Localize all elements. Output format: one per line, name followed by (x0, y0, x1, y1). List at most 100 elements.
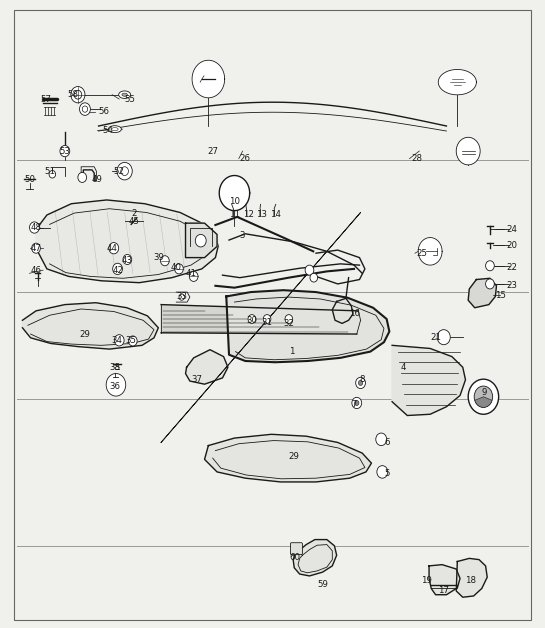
Text: 29: 29 (80, 330, 90, 339)
Ellipse shape (119, 91, 131, 99)
Polygon shape (161, 305, 361, 334)
Text: 43: 43 (122, 256, 133, 265)
Text: 57: 57 (40, 95, 51, 104)
Text: 21: 21 (430, 333, 441, 342)
Circle shape (356, 377, 366, 389)
Text: 6: 6 (384, 438, 390, 447)
Text: 58: 58 (68, 90, 78, 99)
Text: 9: 9 (482, 388, 487, 397)
Text: 54: 54 (103, 126, 114, 135)
Text: 37: 37 (191, 376, 202, 384)
Text: 59: 59 (317, 580, 328, 589)
Text: 60: 60 (290, 553, 301, 561)
Text: 27: 27 (207, 146, 218, 156)
Text: 11: 11 (229, 210, 240, 220)
Circle shape (32, 243, 40, 253)
Circle shape (486, 279, 494, 289)
Text: 18: 18 (465, 576, 476, 585)
Text: 20: 20 (506, 241, 517, 249)
Circle shape (117, 163, 132, 180)
Text: 22: 22 (506, 263, 517, 271)
Circle shape (352, 398, 362, 409)
Text: 42: 42 (112, 266, 123, 274)
Text: 17: 17 (438, 587, 449, 595)
Polygon shape (418, 237, 442, 265)
Text: 46: 46 (31, 266, 41, 274)
Circle shape (60, 146, 70, 157)
Circle shape (310, 273, 318, 282)
Text: 15: 15 (495, 291, 506, 300)
Circle shape (248, 315, 256, 323)
Text: 36: 36 (110, 382, 120, 391)
Text: 16: 16 (349, 310, 360, 318)
Circle shape (74, 90, 82, 99)
Circle shape (129, 336, 137, 346)
Polygon shape (456, 558, 487, 597)
Polygon shape (204, 435, 372, 482)
Circle shape (114, 335, 124, 346)
Circle shape (486, 261, 494, 271)
Circle shape (285, 315, 293, 323)
Text: 34: 34 (111, 337, 122, 345)
Circle shape (80, 103, 90, 116)
Polygon shape (36, 200, 218, 283)
Text: 12: 12 (243, 210, 253, 220)
Circle shape (377, 465, 387, 478)
Text: 55: 55 (125, 95, 136, 104)
Text: 31: 31 (262, 318, 272, 327)
Polygon shape (438, 70, 476, 95)
Text: 19: 19 (421, 576, 432, 585)
Text: 28: 28 (411, 154, 422, 163)
Text: 10: 10 (229, 197, 240, 206)
Text: 25: 25 (416, 249, 427, 257)
Polygon shape (219, 175, 250, 210)
Text: 45: 45 (129, 217, 140, 225)
Text: 14: 14 (270, 210, 281, 220)
Text: 23: 23 (506, 281, 517, 290)
Text: 33: 33 (176, 292, 187, 301)
Text: 24: 24 (506, 225, 517, 234)
Wedge shape (475, 397, 492, 408)
Circle shape (106, 374, 126, 396)
Circle shape (468, 379, 499, 414)
Ellipse shape (122, 93, 128, 96)
Text: 4: 4 (400, 363, 405, 372)
Circle shape (456, 138, 480, 165)
Circle shape (49, 171, 56, 178)
Circle shape (71, 87, 85, 103)
Text: 53: 53 (59, 146, 70, 156)
Text: 38: 38 (110, 363, 120, 372)
Circle shape (195, 234, 206, 247)
Ellipse shape (108, 126, 122, 133)
Circle shape (263, 315, 271, 323)
Polygon shape (192, 60, 225, 98)
Circle shape (174, 264, 183, 274)
Text: 2: 2 (131, 209, 137, 219)
Polygon shape (185, 223, 217, 257)
Text: 35: 35 (126, 337, 137, 345)
Circle shape (179, 294, 184, 300)
Text: 32: 32 (283, 319, 294, 328)
Text: 5: 5 (384, 469, 390, 479)
FancyBboxPatch shape (290, 543, 302, 555)
Circle shape (474, 386, 493, 408)
Circle shape (78, 172, 87, 182)
Text: 39: 39 (153, 253, 164, 262)
Text: 50: 50 (24, 175, 35, 184)
Text: 49: 49 (92, 175, 103, 184)
Circle shape (113, 263, 123, 274)
Polygon shape (429, 565, 460, 595)
Polygon shape (392, 345, 465, 416)
Circle shape (82, 106, 88, 112)
Polygon shape (22, 303, 159, 349)
Circle shape (305, 265, 314, 275)
Circle shape (359, 381, 363, 386)
Circle shape (189, 271, 198, 281)
Text: 8: 8 (360, 376, 365, 384)
Text: 7: 7 (352, 401, 357, 409)
Text: 3: 3 (240, 231, 245, 240)
Circle shape (437, 330, 450, 345)
Text: 40: 40 (170, 263, 181, 271)
Text: 29: 29 (289, 452, 300, 461)
Text: 1: 1 (289, 347, 294, 356)
